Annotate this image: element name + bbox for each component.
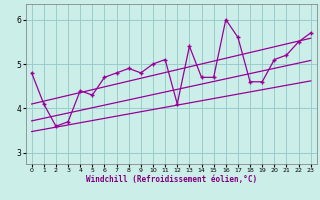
X-axis label: Windchill (Refroidissement éolien,°C): Windchill (Refroidissement éolien,°C): [86, 175, 257, 184]
